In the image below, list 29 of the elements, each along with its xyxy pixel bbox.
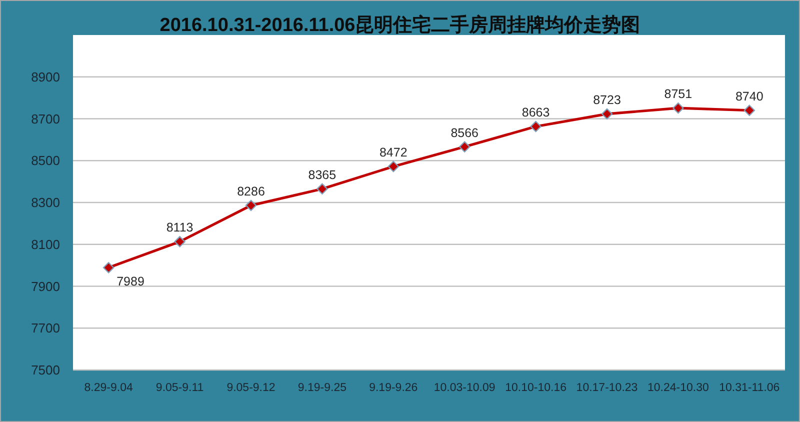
data-label: 8663 <box>522 106 550 120</box>
data-label: 8365 <box>308 168 336 182</box>
x-tick-label: 10.10-10.16 <box>505 382 566 394</box>
title: 2016.10.31-2016.11.06昆明住宅二手房周挂牌均价走势图 <box>160 15 640 36</box>
y-tick-label: 8100 <box>31 236 60 252</box>
data-label: 8472 <box>380 146 408 160</box>
data-label: 8740 <box>736 89 764 104</box>
x-tick-label: 9.19-9.26 <box>369 382 418 394</box>
data-label: 8751 <box>664 87 692 102</box>
data-label: 7989 <box>116 274 144 289</box>
y-tick-label: 8300 <box>31 195 60 210</box>
y-tick-label: 7900 <box>31 278 60 294</box>
x-tick-label: 9.05-9.11 <box>156 382 204 394</box>
y-tick-label: 8500 <box>31 153 60 168</box>
x-tick-label: 10.24-10.30 <box>648 382 709 394</box>
x-tick-label: 8.29-9.04 <box>84 382 133 394</box>
y-tick-label: 8900 <box>31 69 60 84</box>
x-tick-label: 9.19-9.25 <box>298 382 346 394</box>
data-label: 8566 <box>450 126 478 140</box>
x-tick-label: 10.31-11.06 <box>719 382 780 394</box>
y-tick-label: 7700 <box>31 320 60 336</box>
data-label: 8286 <box>237 184 265 198</box>
data-label: 8113 <box>166 220 194 235</box>
x-tick-label: 9.05-9.12 <box>226 382 276 394</box>
x-tick-label: 10.17-10.23 <box>576 382 638 394</box>
data-label: 8723 <box>593 92 621 107</box>
y-tick-label: 7500 <box>31 362 60 378</box>
x-tick-label: 10.03-10.09 <box>434 382 496 394</box>
y-tick-label: 8700 <box>31 111 60 126</box>
